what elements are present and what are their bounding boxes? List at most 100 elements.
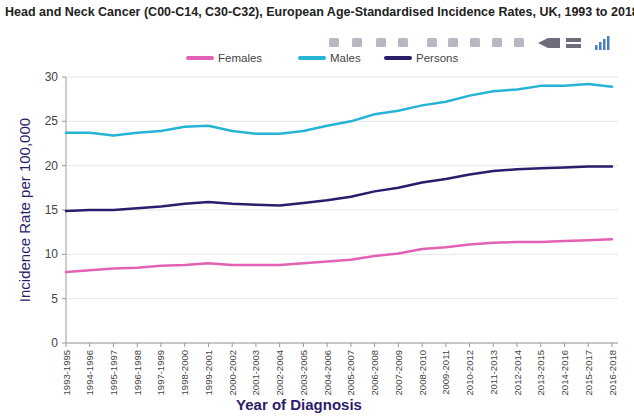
toolbar-icon <box>352 38 362 47</box>
x-tick-label: 2007-2009 <box>393 350 404 395</box>
legend-label: Females <box>218 52 262 64</box>
x-tick <box>232 343 233 347</box>
legend-swatch <box>386 56 410 60</box>
x-tick-label: 2011-2013 <box>488 350 499 395</box>
grid-line <box>66 298 618 299</box>
x-tick <box>184 343 185 347</box>
x-tick <box>588 343 589 347</box>
legend-swatch <box>188 56 212 60</box>
x-tick-label: 1995-1997 <box>108 350 119 395</box>
x-axis <box>66 343 618 344</box>
x-tick-label: 2016-2018 <box>607 350 618 395</box>
grid-line <box>66 210 618 211</box>
x-tick-label: 2015-2017 <box>583 350 594 395</box>
legend-swatch <box>300 56 324 60</box>
toolbar-icon <box>599 42 602 50</box>
y-tick-label: 20 <box>45 159 59 173</box>
x-tick-label: 1993-1995 <box>61 350 72 395</box>
x-tick-label: 1998-2000 <box>179 350 190 395</box>
title: Head and Neck Cancer (C00-C14, C30-C32),… <box>5 5 634 19</box>
x-tick-label: 2006-2008 <box>369 350 380 395</box>
x-tick-label: 2000-2002 <box>227 350 238 395</box>
x-tick-label: 1999-2001 <box>203 350 214 395</box>
x-tick <box>66 343 67 347</box>
y-tick-label: 5 <box>51 292 58 306</box>
y-axis-title: Incidence Rate per 100,000 <box>16 118 33 302</box>
y-tick <box>62 77 66 78</box>
legend-label: Persons <box>416 52 458 64</box>
toolbar-icon <box>595 45 598 50</box>
x-tick <box>208 343 209 347</box>
x-tick <box>422 343 423 347</box>
x-tick <box>113 343 114 347</box>
x-tick-label: 2003-2005 <box>298 350 309 395</box>
x-tick <box>303 343 304 347</box>
x-tick <box>469 343 470 347</box>
toolbar <box>329 36 610 50</box>
grid-line <box>66 343 618 344</box>
x-tick <box>137 343 138 347</box>
x-tick <box>564 343 565 347</box>
y-tick-label: 25 <box>45 114 59 128</box>
x-tick <box>255 343 256 347</box>
y-tick-label: 10 <box>45 247 59 261</box>
grid-line <box>66 165 618 166</box>
grid-line <box>66 254 618 255</box>
x-tick <box>374 343 375 347</box>
y-tick <box>62 165 66 166</box>
toolbar-icon <box>329 38 339 47</box>
x-tick <box>350 343 351 347</box>
y-tick-label: 30 <box>45 70 59 84</box>
x-tick <box>540 343 541 347</box>
grid-line <box>66 121 618 122</box>
x-tick-label: 2002-2004 <box>274 350 285 395</box>
x-tick <box>279 343 280 347</box>
x-tick-label: 1997-1999 <box>155 350 166 395</box>
x-tick <box>517 343 518 347</box>
series-line <box>66 167 612 211</box>
series-line <box>66 84 612 135</box>
x-tick <box>398 343 399 347</box>
toolbar-icon <box>603 39 606 50</box>
x-tick-label: 2014-2016 <box>559 350 570 395</box>
toolbar-icon <box>492 38 502 47</box>
toolbar-icon <box>427 38 437 47</box>
series-line <box>66 239 612 272</box>
legend: Females Males Persons <box>188 52 458 64</box>
y-tick <box>62 298 66 299</box>
y-tick <box>62 343 66 344</box>
y-tick <box>62 121 66 122</box>
legend-label: Males <box>330 52 361 64</box>
toolbar-icon <box>398 38 408 47</box>
y-tick-label: 15 <box>45 203 59 217</box>
toolbar-icon <box>607 36 610 50</box>
x-tick <box>327 343 328 347</box>
x-tick-label: 2012-2014 <box>512 350 523 395</box>
plot-area <box>66 84 612 272</box>
x-tick-label: 2001-2003 <box>250 350 261 395</box>
x-tick-label: 2010-2012 <box>464 350 475 395</box>
toolbar-icon <box>538 38 560 48</box>
x-tick <box>445 343 446 347</box>
x-tick-label: 2005-2007 <box>345 350 356 395</box>
x-tick-label: 2004-2006 <box>322 350 333 395</box>
x-tick-label: 2009-2011 <box>440 350 451 395</box>
toolbar-icon <box>470 38 480 47</box>
grid-line <box>66 77 618 78</box>
toolbar-icon <box>514 38 524 47</box>
x-tick <box>160 343 161 347</box>
x-tick-label: 2013-2015 <box>535 350 546 395</box>
x-tick <box>612 343 613 347</box>
toolbar-icon <box>566 38 581 42</box>
x-tick-label: 1996-1998 <box>132 350 143 395</box>
x-axis-title: Year of Diagnosis <box>236 396 362 413</box>
x-tick <box>89 343 90 347</box>
x-tick-label: 2008-2010 <box>417 350 428 395</box>
x-tick-label: 1994-1996 <box>84 350 95 395</box>
y-tick-label: 0 <box>51 336 58 350</box>
y-tick <box>62 254 66 255</box>
toolbar-icon <box>448 38 458 47</box>
x-tick <box>493 343 494 347</box>
toolbar-icon <box>376 38 386 47</box>
toolbar-icon <box>566 44 581 48</box>
